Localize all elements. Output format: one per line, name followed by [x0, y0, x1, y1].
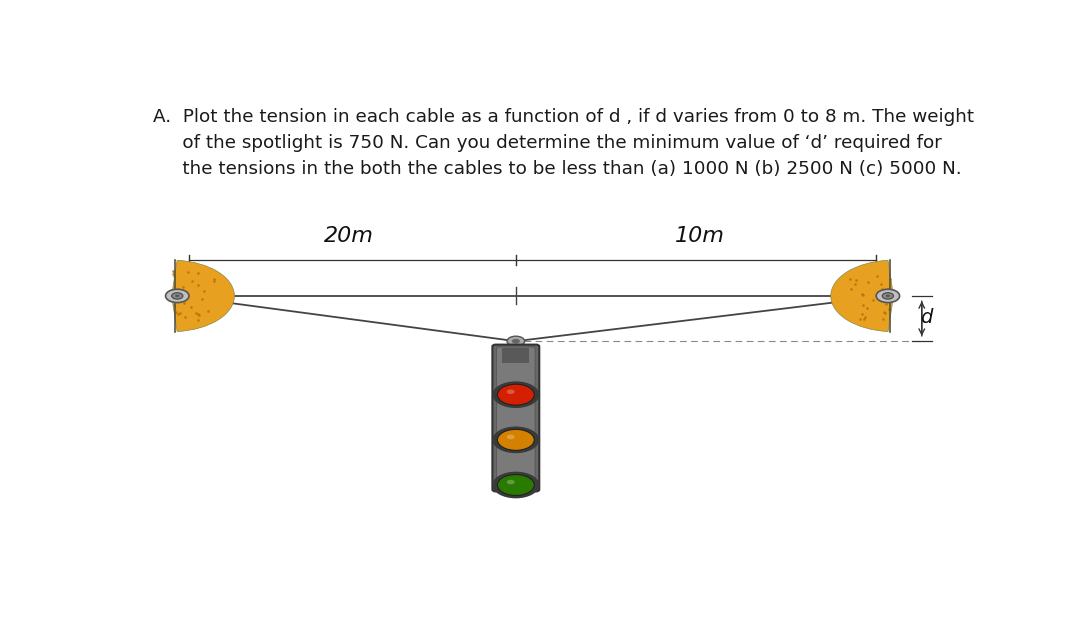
Circle shape: [507, 435, 515, 439]
Circle shape: [876, 289, 900, 303]
FancyBboxPatch shape: [492, 345, 539, 491]
Text: 10m: 10m: [675, 227, 725, 246]
Circle shape: [512, 339, 519, 344]
FancyBboxPatch shape: [497, 347, 535, 489]
Circle shape: [492, 426, 539, 453]
Circle shape: [165, 289, 189, 303]
Bar: [502, 348, 529, 363]
Wedge shape: [831, 261, 893, 332]
Circle shape: [507, 480, 515, 485]
Circle shape: [507, 336, 525, 346]
Wedge shape: [172, 261, 234, 332]
Circle shape: [507, 389, 515, 394]
Circle shape: [172, 293, 183, 299]
Circle shape: [882, 293, 893, 299]
Text: d: d: [920, 308, 932, 327]
Circle shape: [498, 384, 535, 405]
Circle shape: [492, 472, 539, 498]
Bar: [502, 477, 529, 486]
Circle shape: [498, 430, 535, 451]
Circle shape: [492, 381, 539, 408]
Circle shape: [175, 295, 179, 297]
Text: of the spotlight is 750 N. Can you determine the minimum value of ‘d’ required f: of the spotlight is 750 N. Can you deter…: [153, 134, 942, 152]
Circle shape: [498, 475, 535, 495]
Text: 20m: 20m: [324, 227, 374, 246]
Text: the tensions in the both the cables to be less than (a) 1000 N (b) 2500 N (c) 50: the tensions in the both the cables to b…: [153, 160, 962, 178]
Circle shape: [886, 295, 890, 297]
Text: A.  Plot the tension in each cable as a function of d , if d varies from 0 to 8 : A. Plot the tension in each cable as a f…: [153, 108, 974, 126]
